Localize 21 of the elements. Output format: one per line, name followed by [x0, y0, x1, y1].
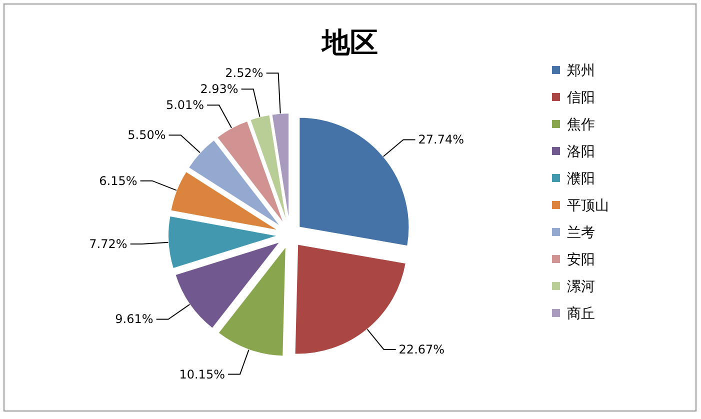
data-label: 10.15%	[179, 367, 225, 382]
legend-label: 郑州	[567, 63, 595, 79]
legend-label: 洛阳	[567, 144, 595, 160]
data-label: 22.67%	[398, 342, 445, 356]
data-label: 5.01%	[166, 98, 204, 112]
legend-label: 濮阳	[567, 171, 595, 187]
legend-label: 漯河	[567, 279, 595, 295]
data-label: 2.93%	[200, 82, 238, 96]
data-label: 5.50%	[128, 128, 166, 142]
legend-label: 安阳	[567, 252, 595, 268]
data-label: 6.15%	[99, 174, 138, 188]
legend-label: 信阳	[567, 90, 595, 106]
chart-title: 地区	[320, 26, 378, 59]
data-label: 27.74%	[418, 132, 464, 147]
legend-label: 焦作	[567, 117, 595, 133]
legend-label: 平顶山	[567, 198, 609, 214]
legend-label: 商丘	[567, 306, 595, 322]
data-label: 7.72%	[89, 237, 128, 252]
legend-label: 兰考	[567, 225, 595, 241]
data-label: 9.61%	[115, 312, 154, 326]
data-label: 2.52%	[225, 66, 264, 80]
